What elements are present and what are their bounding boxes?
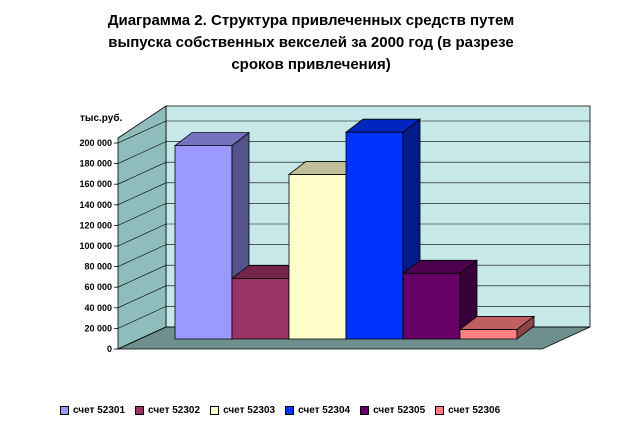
- bar-front: [402, 272, 461, 340]
- legend-item: счет 52305: [360, 402, 425, 418]
- y-tick-label: 200 000: [79, 138, 112, 148]
- legend-item: счет 52303: [210, 402, 275, 418]
- legend-label: счет 52303: [223, 404, 276, 416]
- bar-top: [458, 316, 536, 330]
- y-tick-label: 20 000: [84, 323, 112, 333]
- legend: счет 52301 счет 52302 счет 52303 счет 52304…: [60, 402, 560, 418]
- y-tick-label: 120 000: [79, 220, 112, 230]
- y-tick-label: 100 000: [79, 241, 112, 251]
- gridline-side: [117, 161, 167, 185]
- bar-front: [345, 131, 404, 340]
- legend-label: счет 52304: [298, 404, 351, 416]
- y-tick-label: 0: [107, 344, 112, 354]
- bar-front: [174, 145, 233, 340]
- bar-chart: 0 20 000 40 000 60 000 80 000 100 000 120 000 1…: [79, 105, 591, 354]
- gridline-side: [117, 120, 167, 144]
- y-tick-label: 140 000: [79, 200, 112, 210]
- legend-swatch: [210, 405, 220, 415]
- gridline-side: [117, 141, 167, 164]
- legend-label: счет 52301: [73, 404, 126, 416]
- y-tick-label: 160 000: [79, 179, 112, 189]
- gridline-side: [117, 203, 167, 226]
- gridline-side: [117, 182, 167, 206]
- legend-item: счет 52306: [435, 402, 500, 418]
- bar: [458, 315, 536, 340]
- legend-swatch: [60, 405, 69, 415]
- gridline-side: [117, 223, 167, 247]
- y-tick-label: 40 000: [84, 303, 112, 313]
- legend-swatch: [135, 405, 145, 415]
- bar-top: [401, 259, 479, 274]
- gridline-side: [117, 264, 167, 288]
- gridline-side: [117, 285, 167, 309]
- legend-swatch: [285, 405, 295, 415]
- bar-front: [288, 174, 347, 340]
- legend-label: счет 52302: [148, 404, 201, 416]
- legend-label: счет 52306: [448, 404, 501, 416]
- bar-top: [173, 132, 251, 147]
- chart-title: Диаграмма 2. Структура привлеченных сред…: [107, 12, 515, 73]
- bar-top: [344, 118, 422, 133]
- bars: [173, 118, 536, 340]
- y-tick-label: 180 000: [79, 159, 112, 169]
- bar: [401, 259, 479, 340]
- legend-swatch: [435, 405, 445, 415]
- legend-item: счет 52304: [285, 402, 350, 418]
- gridline-side: [117, 306, 167, 329]
- y-axis-unit-label: тыс.руб.: [80, 112, 122, 124]
- legend-item: счет 52301: [60, 402, 125, 418]
- bar-front: [459, 329, 518, 340]
- legend-item: счет 52302: [135, 402, 200, 418]
- y-axis-ticks: 0 20 000 40 000 60 000 80 000 100 000 120 000 1…: [79, 138, 118, 354]
- y-tick-label: 60 000: [84, 282, 112, 292]
- legend-swatch: [360, 405, 370, 415]
- gridline-side: [117, 326, 167, 350]
- bar-front: [231, 278, 290, 340]
- gridline-side: [117, 244, 167, 267]
- y-tick-label: 80 000: [84, 262, 112, 272]
- legend-label: счет 52305: [373, 404, 426, 416]
